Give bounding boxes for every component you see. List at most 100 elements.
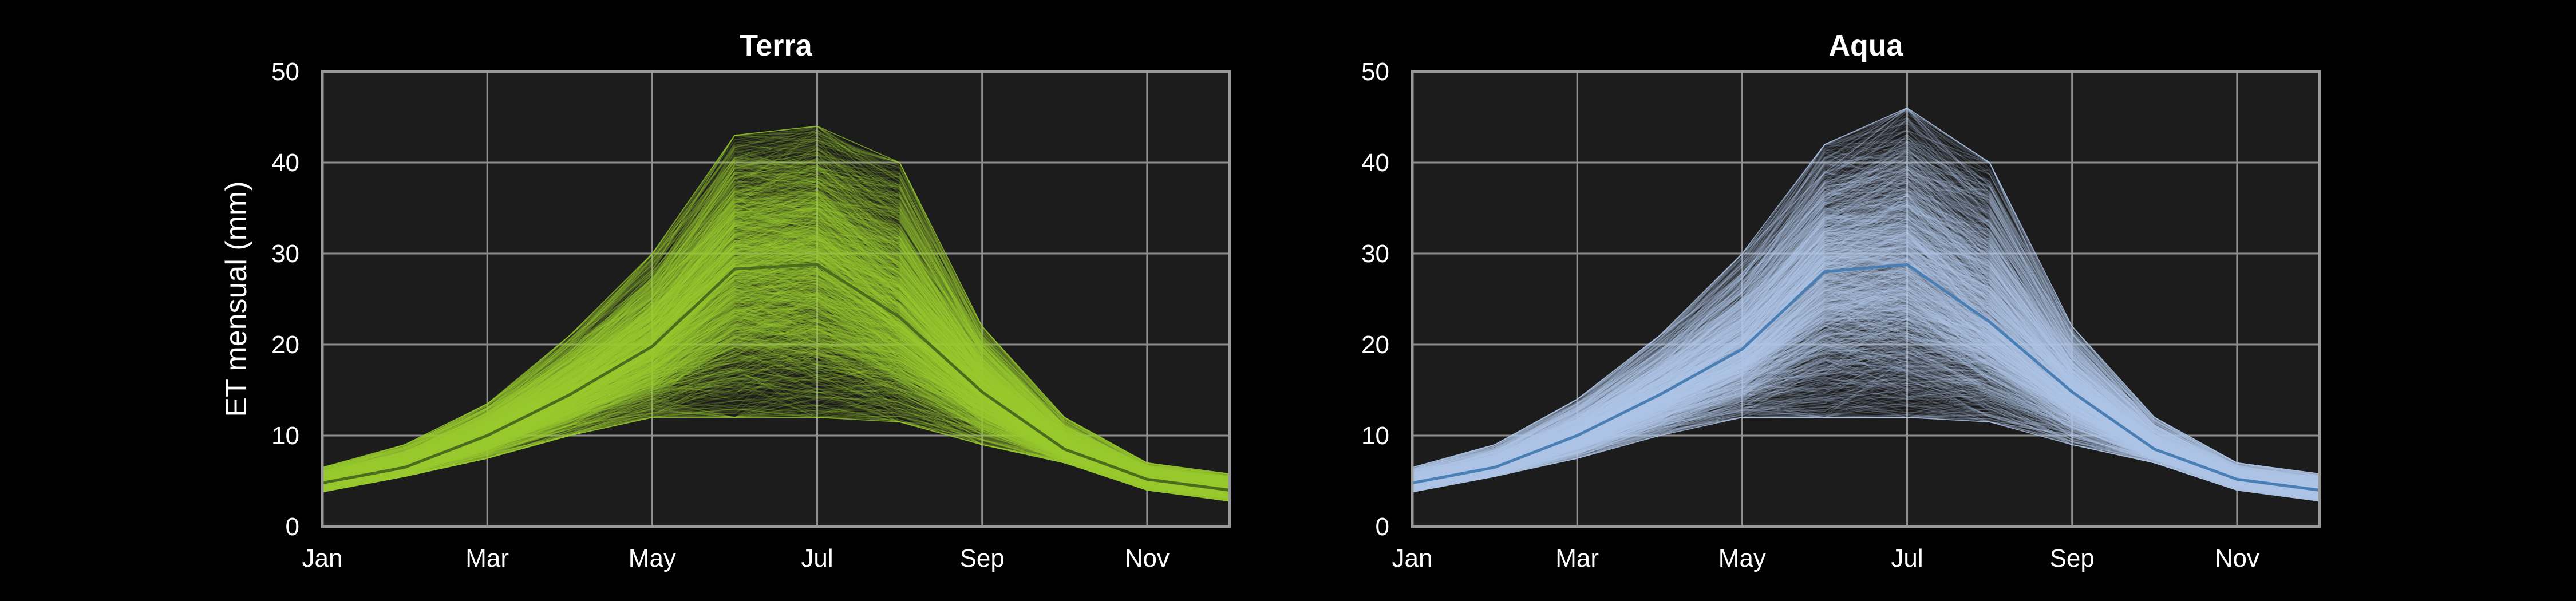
- ensemble-line: [322, 275, 1230, 495]
- ensemble-line: [322, 278, 1230, 493]
- ensemble-line: [322, 349, 1230, 498]
- ensemble-line: [322, 305, 1230, 496]
- ensemble-line: [322, 296, 1230, 493]
- ensemble-line: [322, 195, 1230, 482]
- ensemble-line: [322, 265, 1230, 493]
- ensemble-line: [322, 375, 1230, 499]
- ensemble-line: [322, 272, 1230, 495]
- ensemble-line: [322, 158, 1230, 479]
- ensemble-line: [322, 286, 1230, 493]
- ensemble-line: [322, 403, 1230, 500]
- ensemble-line: [322, 371, 1230, 500]
- ensemble-line: [322, 344, 1230, 497]
- ensemble-line: [322, 172, 1230, 480]
- ensemble-line: [322, 335, 1230, 497]
- ensemble-line: [322, 341, 1230, 498]
- ensemble-line: [322, 377, 1230, 499]
- ensemble-line: [322, 125, 1230, 478]
- ensemble-line: [322, 139, 1230, 477]
- ensemble-line: [322, 232, 1230, 489]
- ensemble-line: [322, 288, 1230, 492]
- ensemble-line: [322, 213, 1230, 482]
- ensemble-line: [322, 203, 1230, 484]
- ensemble-line: [322, 204, 1230, 486]
- ensemble-line: [322, 245, 1230, 491]
- ensemble-line: [322, 152, 1230, 480]
- ensemble-line: [322, 298, 1230, 494]
- ensemble-line: [322, 329, 1230, 495]
- ensemble-line: [322, 234, 1230, 485]
- ensemble-line: [322, 202, 1230, 485]
- ensemble-line: [322, 194, 1230, 482]
- ensemble-line: [322, 134, 1230, 480]
- ensemble-line: [322, 215, 1230, 481]
- ensemble-line: [322, 338, 1230, 499]
- ensemble-line: [322, 311, 1230, 494]
- ensemble-line: [322, 286, 1230, 492]
- ensemble-line: [322, 223, 1230, 489]
- ensemble-line: [322, 194, 1230, 487]
- ensemble-line: [322, 276, 1230, 489]
- ensemble-line: [322, 132, 1230, 477]
- ensemble-line: [322, 327, 1230, 497]
- ensemble-line: [322, 234, 1230, 489]
- ensemble-line: [322, 314, 1230, 493]
- ensemble-line: [322, 156, 1230, 477]
- ensemble-line: [322, 230, 1230, 487]
- ensemble-line: [322, 209, 1230, 486]
- ensemble-line: [322, 350, 1230, 500]
- ensemble-line: [322, 322, 1230, 496]
- ensemble-line: [322, 319, 1230, 497]
- ensemble-line: [322, 125, 1230, 475]
- ensemble-line: [322, 125, 1230, 478]
- ensemble-line: [322, 188, 1230, 479]
- ensemble-line: [322, 342, 1230, 494]
- ensemble-line: [322, 288, 1230, 489]
- ensemble-line: [322, 182, 1230, 485]
- ensemble-line: [322, 227, 1230, 488]
- ensemble-line: [322, 309, 1230, 493]
- ensemble-line: [322, 254, 1230, 490]
- ensemble-line: [322, 181, 1230, 481]
- ensemble-line: [322, 207, 1230, 483]
- ensemble-line: [322, 226, 1230, 488]
- ensemble-line: [322, 172, 1230, 484]
- ensemble-line: [322, 303, 1230, 493]
- ensemble-line: [322, 331, 1230, 499]
- ensemble-line: [322, 181, 1230, 478]
- ensemble-line: [322, 246, 1230, 488]
- ensemble-line: [322, 231, 1230, 486]
- ensemble-line: [322, 192, 1230, 477]
- ensemble-line: [322, 149, 1230, 475]
- ensemble-line: [322, 300, 1230, 495]
- ensemble-line: [322, 217, 1230, 487]
- ensemble-line: [322, 329, 1230, 495]
- ensemble-line: [322, 292, 1230, 495]
- ensemble-line: [322, 194, 1230, 485]
- ensemble-line: [322, 304, 1230, 496]
- ensemble-line: [322, 346, 1230, 499]
- ensemble-line: [322, 226, 1230, 487]
- ensemble-line: [322, 180, 1230, 480]
- ensemble-line: [322, 292, 1230, 493]
- ensemble-line: [322, 164, 1230, 476]
- ensemble-line: [322, 140, 1230, 479]
- ensemble-line: [322, 210, 1230, 488]
- ensemble-line: [322, 389, 1230, 497]
- ensemble-line: [322, 328, 1230, 494]
- ensemble-line: [322, 191, 1230, 480]
- chart-title: Terra: [740, 29, 812, 62]
- ensemble-line: [322, 352, 1230, 501]
- ensemble-line: [322, 205, 1230, 486]
- ensemble-line: [322, 202, 1230, 484]
- ensemble-line: [322, 314, 1230, 495]
- ensemble-line: [322, 337, 1230, 494]
- ensemble-line: [322, 125, 1230, 480]
- ensemble-line: [322, 224, 1230, 488]
- ensemble-line: [322, 298, 1230, 489]
- ensemble-line: [322, 188, 1230, 484]
- ensemble-line: [322, 219, 1230, 482]
- ensemble-line: [322, 325, 1230, 496]
- ensemble-line: [322, 180, 1230, 481]
- ensemble-line: [322, 211, 1230, 484]
